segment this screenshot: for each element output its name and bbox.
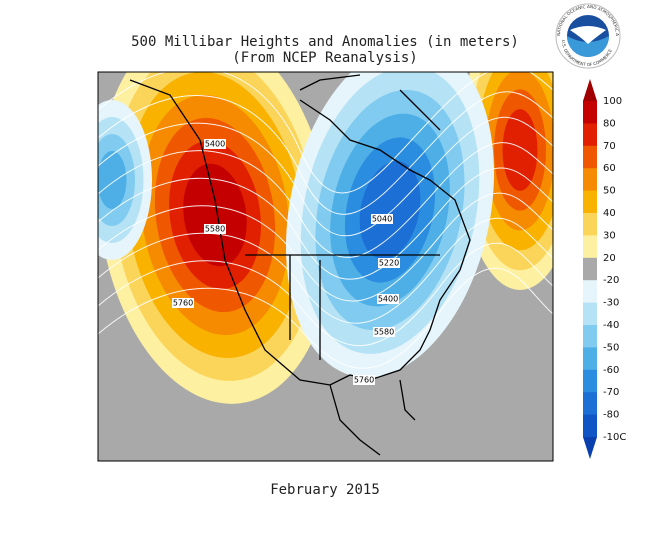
colorbar-label: -70 [603,387,619,398]
title: 500 Millibar Heights and Anomalies (in m… [131,34,519,50]
colorbar-segment [583,101,597,124]
colorbar-label: 70 [603,141,616,152]
colorbar-segment [583,213,597,236]
colorbar-top [583,79,597,101]
colorbar-label: -40 [603,320,619,331]
contour-label: 5040 [372,215,392,224]
coastline [129,74,471,456]
colorbar-segment [583,123,597,147]
colorbar-label: 20 [603,253,616,264]
height-contour [98,116,553,237]
height-contour [98,167,553,280]
colorbar-segment [583,190,597,214]
colorbar-segment [583,414,597,438]
contour-label: 5400 [378,295,398,304]
anomaly-region [98,151,127,209]
date: February 2015 [270,482,380,498]
colorbar-segment [583,145,597,169]
height-contour [98,267,553,369]
colorbar-bottom [583,437,597,459]
contour-label-bg [378,258,400,268]
colorbar-label: 40 [603,208,616,219]
colorbar-segment [583,302,597,326]
contour-label-bg [204,139,226,149]
contour-label-bg [371,214,393,224]
contour-label: 5760 [173,299,193,308]
anomaly-region [502,109,538,191]
colorbar-segment [583,257,597,281]
contour-label: 5220 [379,259,399,268]
contour-label: 5580 [374,328,394,337]
colorbar-label: 60 [603,163,616,174]
height-contour [98,242,553,347]
colorbar-label: -60 [603,365,619,376]
contour-label: 5580 [205,225,225,234]
logo-text: NOAA [577,28,600,36]
contour-label: 5760 [354,376,374,385]
colorbar-segment [583,280,597,304]
logo-ring-top: NATIONAL OCEANIC AND ATMOSPHERIC ADMINIS… [0,0,620,36]
colorbar-label: 50 [603,186,616,197]
map-frame [97,71,554,462]
border [245,254,440,360]
colorbar: 100 80 70 60 50 40 30 20 -20 -30 -40 -50 -60 -70 -80 -1… [583,79,626,459]
colorbar-label: -10C [603,432,626,443]
contour-label: 5400 [205,140,225,149]
height-contour [98,142,553,258]
colorbar-label: -80 [603,410,619,421]
map: 5400 5580 5760 5040 5220 5400 5580 5760 [98,72,553,461]
contour-label-bg [377,294,399,304]
colorbar-segment [583,168,597,192]
anomaly-region [359,161,421,259]
height-contour [98,192,553,302]
colorbar-label: -50 [603,342,619,353]
contour-label-bg [353,375,375,385]
contour-label-bg [204,224,226,234]
contour-label-bg [172,298,194,308]
colorbar-label: -20 [603,275,619,286]
contour-label-bg [373,327,395,337]
anomaly-region [183,163,247,267]
colorbar-label: 80 [603,118,616,129]
height-contour [98,72,553,194]
colorbar-segment [583,392,597,416]
colorbar-segment [583,235,597,259]
subtitle: (From NCEP Reanalysis) [232,50,417,66]
colorbar-label: 30 [603,230,616,241]
colorbar-segment [583,325,597,348]
colorbar-label: -30 [603,298,619,309]
height-contour [98,91,553,215]
colorbar-label: 100 [603,96,622,107]
colorbar-segment [583,347,597,371]
colorbar-segment [583,369,597,393]
logo-ring-top-path: NATIONAL OCEANIC AND ATMOSPHERIC ADMINIS… [0,0,620,36]
